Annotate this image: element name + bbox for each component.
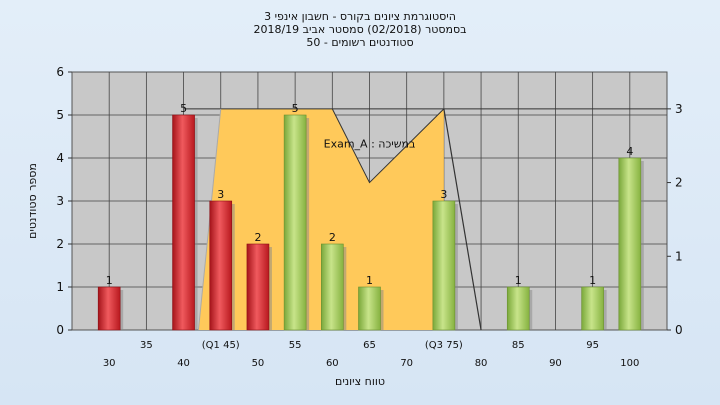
bar	[283, 114, 307, 331]
x-tick-label-lower: 50	[252, 358, 265, 369]
y-axis-title: מספר סטודנטים	[26, 163, 39, 239]
x-tick-label-upper: 65	[363, 340, 376, 351]
x-tick-label-lower: 40	[177, 358, 190, 369]
y-tick-label: 4	[56, 151, 64, 165]
bar	[321, 243, 344, 331]
bar-value-label: 5	[180, 102, 187, 115]
y2-tick-label: 2	[675, 176, 683, 190]
y-tick-label: 3	[56, 194, 64, 208]
x-tick-label-upper: 95	[586, 340, 599, 351]
bar	[209, 200, 233, 331]
bar-value-label: 4	[626, 145, 633, 158]
x-tick-label-upper: 85	[512, 340, 525, 351]
bar	[432, 200, 456, 331]
x-tick-label-upper: 55	[289, 340, 302, 351]
x-tick-label-lower: 70	[400, 358, 413, 369]
y-tick-label: 0	[56, 323, 64, 337]
chart-title-line: סטודנטים רשומים - 50	[306, 36, 413, 49]
bar-value-label: 1	[106, 274, 113, 287]
x-tick-label-upper: 35	[140, 340, 153, 351]
bar	[506, 286, 530, 331]
bar-value-label: 3	[217, 188, 224, 201]
x-tick-label-upper: (Q1 45)	[202, 340, 240, 351]
y-tick-label: 6	[56, 65, 64, 79]
x-tick-label-lower: 80	[475, 358, 488, 369]
y2-tick-label: 3	[675, 102, 683, 116]
bar-value-label: 2	[254, 231, 261, 244]
y2-tick-label: 1	[675, 249, 683, 263]
bar	[358, 286, 381, 331]
chart-title-line: היסטוגרמת ציונים בקורס - חשבון אינפי 3	[264, 10, 456, 23]
legend-label: Exam_A : במשיכה	[324, 137, 416, 150]
bar	[581, 286, 604, 331]
bar-value-label: 1	[589, 274, 596, 287]
x-tick-label-upper: (Q3 75)	[425, 340, 463, 351]
x-tick-label-lower: 100	[620, 358, 639, 369]
upper-whisker	[443, 108, 482, 331]
y-tick-label: 5	[56, 108, 64, 122]
bar-value-label: 1	[515, 274, 522, 287]
bar	[97, 286, 121, 331]
bar-value-label: 1	[366, 274, 373, 287]
bar-value-label: 5	[292, 102, 299, 115]
x-tick-label-lower: 60	[326, 358, 339, 369]
x-tick-label-lower: 90	[549, 358, 562, 369]
bar-value-label: 3	[440, 188, 447, 201]
x-axis-title: טווח ציונים	[335, 375, 385, 388]
bar-value-label: 2	[329, 231, 336, 244]
median-notch	[331, 108, 445, 184]
bar	[246, 243, 270, 331]
bar	[618, 157, 642, 331]
x-tick-label-lower: 30	[103, 358, 116, 369]
y-tick-label: 2	[56, 237, 64, 251]
y-tick-label: 1	[56, 280, 64, 294]
chart-title-line: בסמסטר (02/2018) סמסטר אביב 2018/19	[253, 23, 466, 36]
y2-tick-label: 0	[675, 323, 683, 337]
bar	[172, 114, 195, 331]
